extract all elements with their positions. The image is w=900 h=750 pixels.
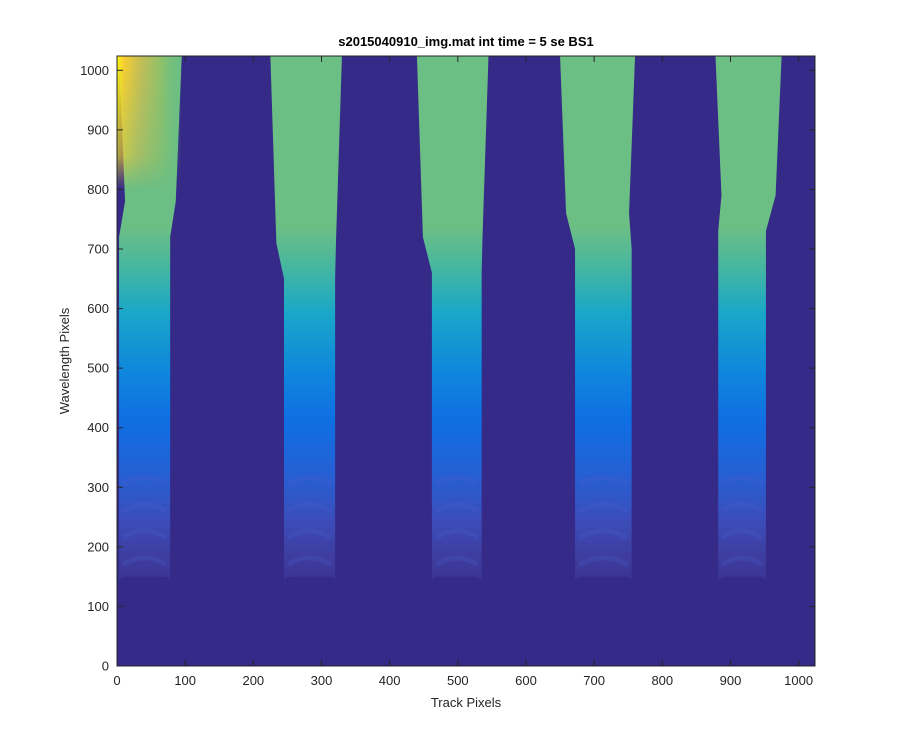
track-striation — [121, 555, 168, 567]
track-striation — [121, 501, 168, 514]
x-tick-label: 900 — [720, 673, 742, 688]
x-tick-label: 200 — [242, 673, 264, 688]
track-band — [117, 56, 182, 583]
track-band — [560, 56, 636, 583]
x-tick-label: 700 — [583, 673, 605, 688]
y-tick-label: 100 — [87, 599, 109, 614]
x-tick-label: 1000 — [784, 673, 813, 688]
track-striation — [286, 528, 333, 541]
y-tick-label: 300 — [87, 480, 109, 495]
track-striation — [720, 501, 764, 514]
track-striation — [121, 474, 168, 487]
track-striation — [286, 555, 333, 567]
y-tick-label: 1000 — [80, 63, 109, 78]
track-band — [270, 56, 342, 583]
y-tick-label: 600 — [87, 301, 109, 316]
x-tick-label: 600 — [515, 673, 537, 688]
y-tick-label: 500 — [87, 361, 109, 376]
y-tick-label: 0 — [102, 659, 109, 674]
y-tick-label: 400 — [87, 420, 109, 435]
track-striation — [286, 501, 333, 514]
x-tick-label: 500 — [447, 673, 469, 688]
x-tick-label: 300 — [311, 673, 333, 688]
track-band — [715, 56, 782, 583]
track-striation — [720, 474, 764, 487]
track-band — [416, 56, 489, 583]
y-axis-label: Wavelength Pixels — [57, 307, 72, 414]
chart-title: s2015040910_img.mat int time = 5 se BS1 — [338, 34, 593, 49]
y-tick-label: 800 — [87, 182, 109, 197]
track-striation — [434, 528, 480, 541]
y-tick-label: 700 — [87, 242, 109, 257]
track-striation — [121, 528, 168, 541]
track-shape — [560, 56, 636, 583]
track-shape — [715, 56, 782, 583]
track-striation — [434, 555, 480, 567]
x-tick-label: 100 — [174, 673, 196, 688]
track-striation — [720, 555, 764, 567]
x-axis-label: Track Pixels — [431, 695, 502, 710]
track-striation — [577, 555, 629, 567]
track-striation — [720, 528, 764, 541]
x-tick-label: 0 — [113, 673, 120, 688]
x-tick-label: 400 — [379, 673, 401, 688]
track-striation — [434, 474, 480, 487]
track-striation — [577, 501, 629, 514]
track-striation — [286, 474, 333, 487]
track-striation — [577, 528, 629, 541]
track-shape — [416, 56, 489, 583]
track-striation — [434, 501, 480, 514]
x-tick-label: 800 — [651, 673, 673, 688]
track-striation — [577, 474, 629, 487]
plot-frame — [116, 55, 816, 667]
track-shape — [270, 56, 342, 583]
y-tick-label: 900 — [87, 122, 109, 137]
y-tick-label: 200 — [87, 539, 109, 554]
bright-edge-glow — [117, 56, 182, 190]
